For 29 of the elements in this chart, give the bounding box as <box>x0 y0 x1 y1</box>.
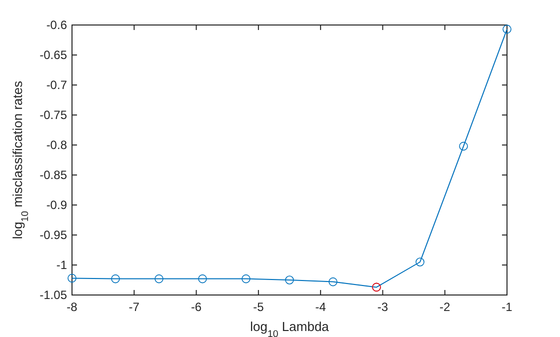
point <box>502 24 512 34</box>
x-tick-label: -8 <box>66 300 78 314</box>
point <box>198 274 207 284</box>
y-tick-label: -0.65 <box>40 48 68 62</box>
y-tick-label: -0.7 <box>46 78 68 92</box>
x-tick-label: -3 <box>377 300 388 314</box>
point <box>416 258 424 266</box>
y-tick-label: -1 <box>56 258 68 272</box>
point <box>111 274 120 284</box>
x-tick-label: -7 <box>128 300 140 314</box>
point <box>459 142 468 151</box>
y-tick-label: -0.6 <box>46 18 68 32</box>
point <box>154 274 164 284</box>
y-tick-label: -1.05 <box>40 288 68 302</box>
x-tick-label: -1 <box>502 300 513 314</box>
y-tick-label: -0.95 <box>40 228 68 242</box>
x-tick-label: -6 <box>190 300 202 314</box>
y-tick-label: -0.75 <box>40 108 68 122</box>
x-tick-label: -4 <box>315 300 326 314</box>
x-tick-label: -2 <box>440 300 451 314</box>
point <box>285 276 294 284</box>
point <box>68 274 76 283</box>
point <box>328 277 338 286</box>
y-tick-label: -0.8 <box>46 138 68 152</box>
y-tick-label: -0.9 <box>46 198 68 212</box>
y-tick-label: -0.85 <box>40 168 68 182</box>
x-axis-title: log$_{10}$ Lambda <box>250 319 330 337</box>
x-tick-label: -5 <box>253 300 264 314</box>
point <box>242 274 250 284</box>
